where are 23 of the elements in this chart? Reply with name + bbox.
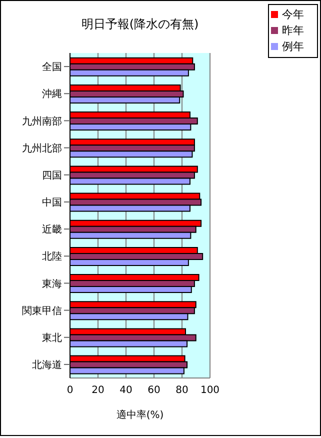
y-tick-label: 九州北部 xyxy=(22,142,62,154)
x-tick-label: 60 xyxy=(148,385,160,396)
x-tick-label: 40 xyxy=(120,385,132,396)
y-tick-label: 東北 xyxy=(42,332,62,344)
legend-label: 例年 xyxy=(282,40,304,53)
y-tick-label: 四国 xyxy=(42,170,62,182)
chart-title: 明日予報(降水の有無) xyxy=(80,16,200,33)
y-tick-label: 関東甲信 xyxy=(22,304,62,317)
x-axis-title: 適中率(%) xyxy=(116,409,164,421)
y-tick-label: 近畿 xyxy=(42,224,62,236)
y-tick-label: 北海道 xyxy=(32,359,62,372)
y-tick-label: 中国 xyxy=(42,196,62,209)
x-tick-label: 80 xyxy=(176,385,188,396)
x-tick-label: 20 xyxy=(92,385,104,396)
y-tick-label: 九州南部 xyxy=(22,115,62,128)
legend-label: 昨年 xyxy=(282,24,304,37)
y-tick-label: 北陸 xyxy=(42,250,62,263)
legend-label: 今年 xyxy=(282,8,304,21)
y-tick-label: 東海 xyxy=(42,278,62,290)
x-tick-label: 0 xyxy=(66,385,74,396)
y-tick-label: 全国 xyxy=(42,61,62,74)
x-tick-label: 100 xyxy=(200,385,220,396)
y-tick-label: 沖縄 xyxy=(42,88,62,100)
